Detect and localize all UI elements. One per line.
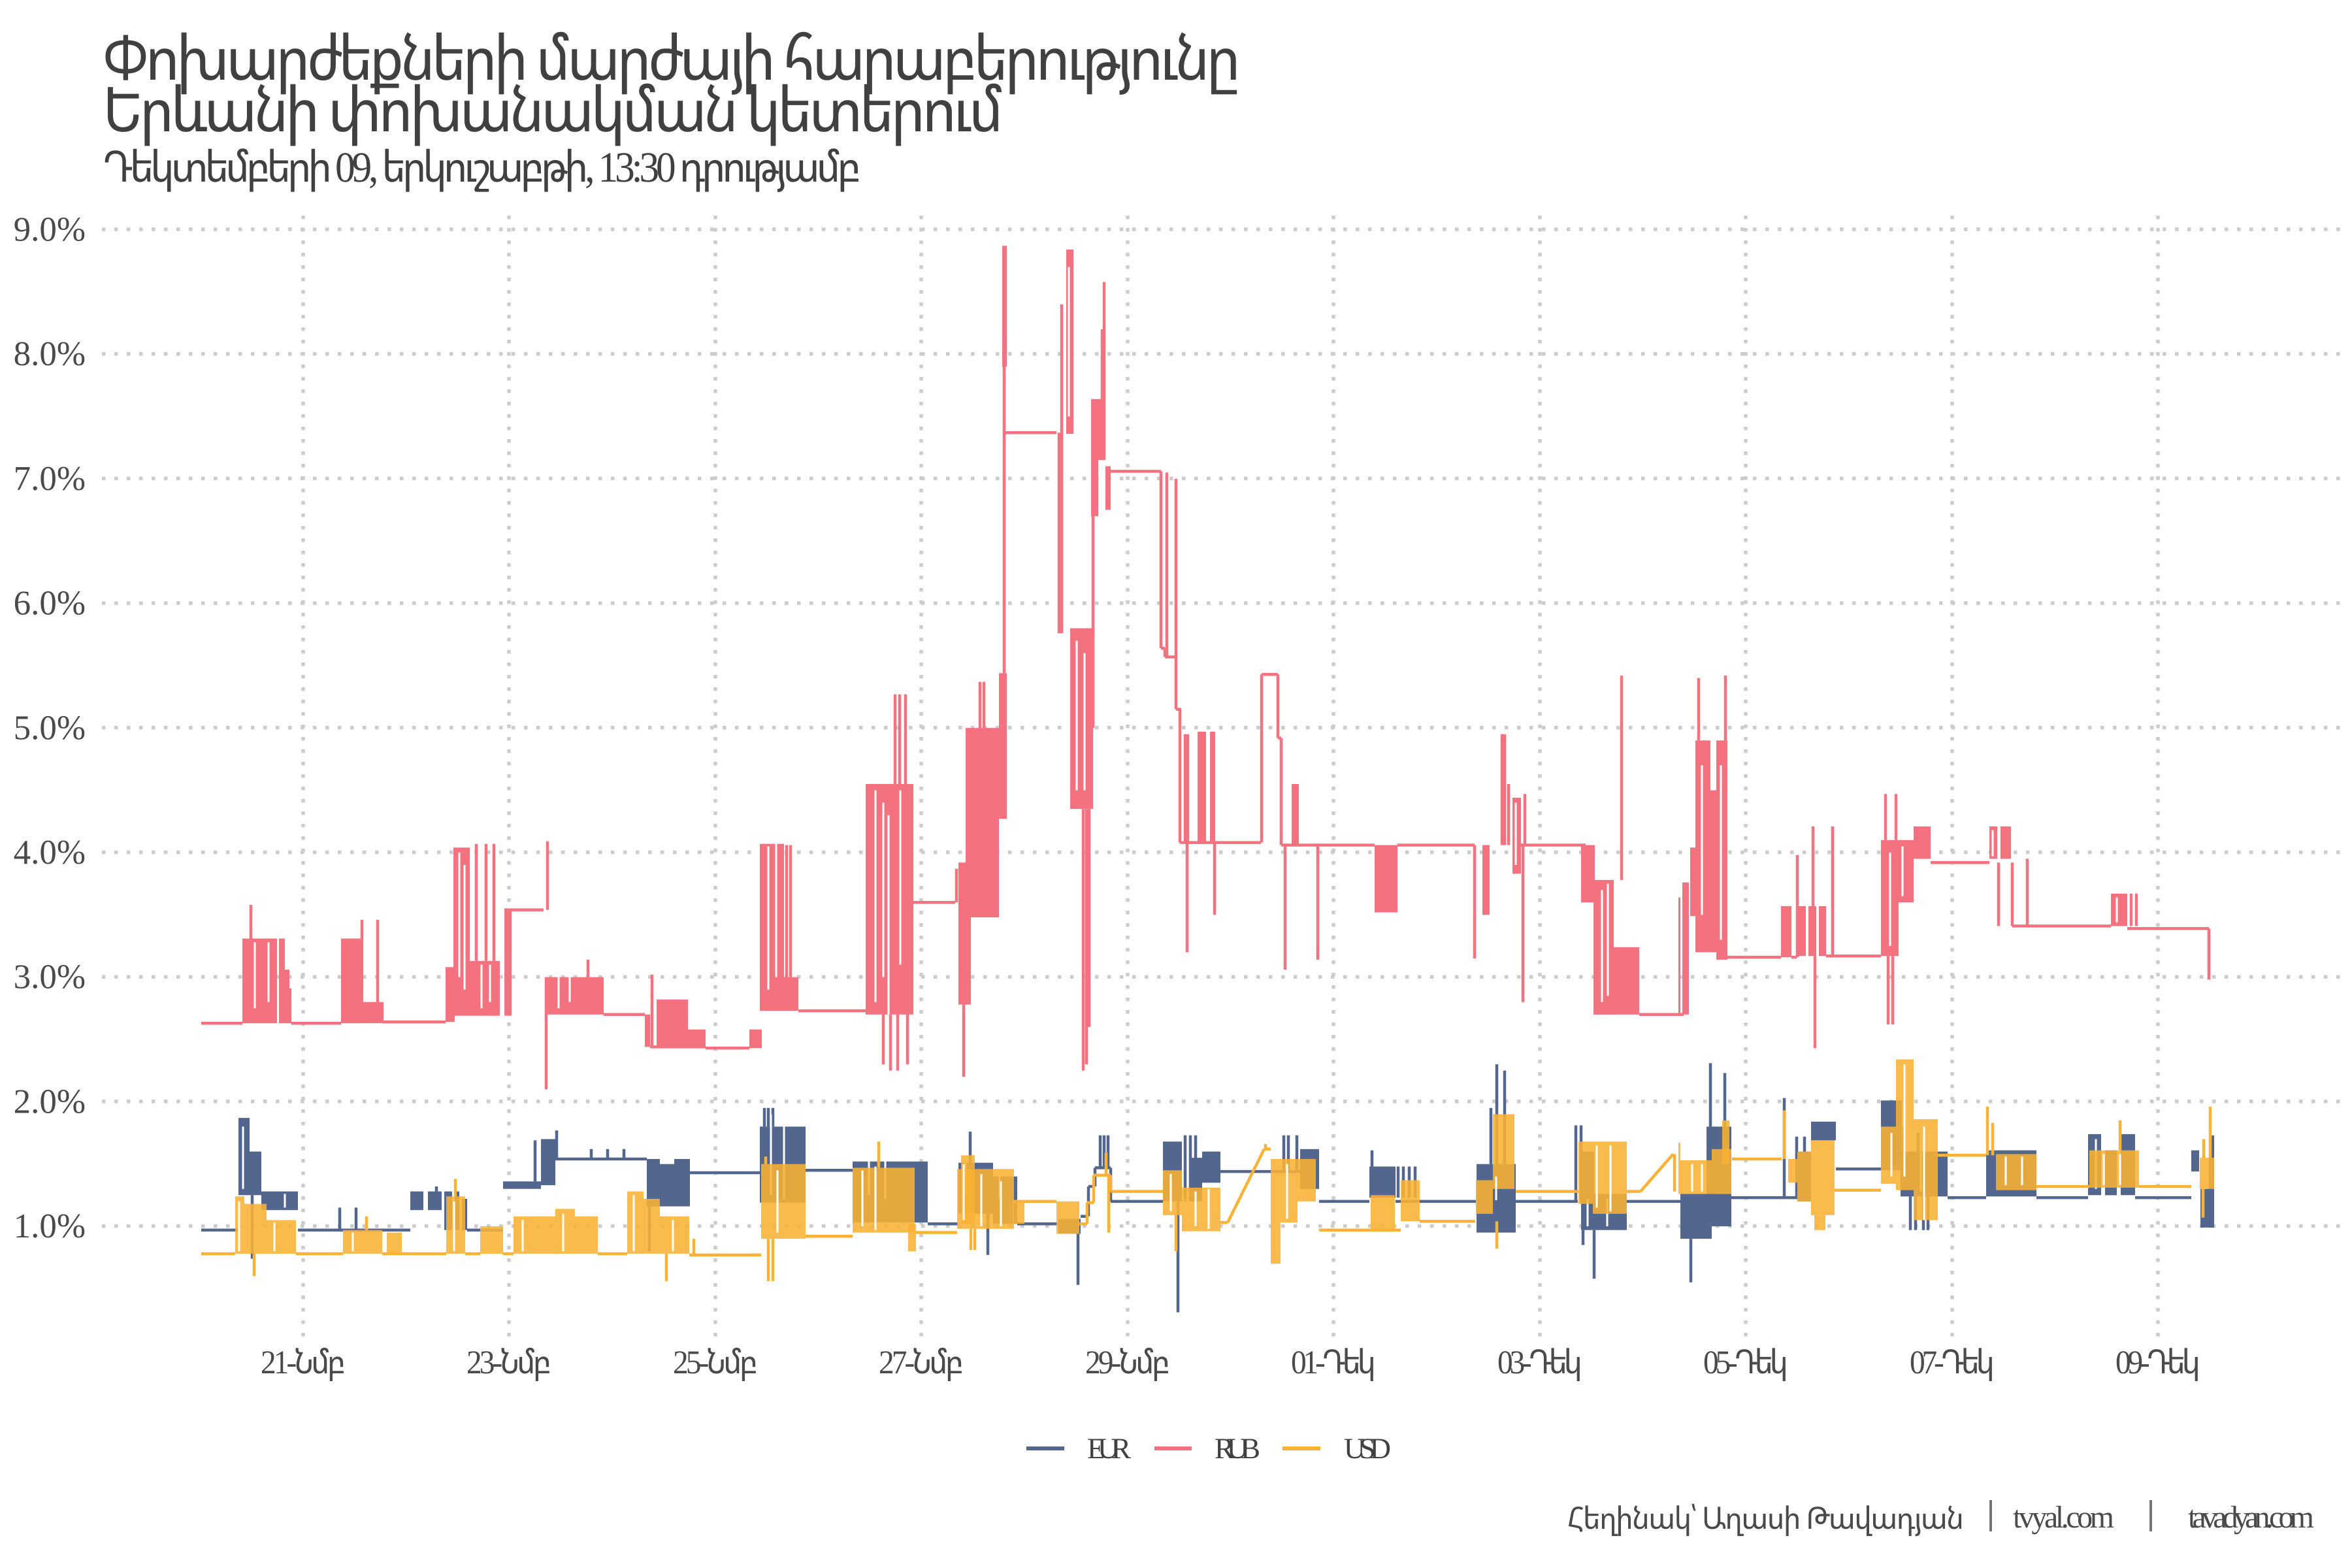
svg-text:4.0%: 4.0%: [14, 834, 86, 872]
svg-text:9.0%: 9.0%: [14, 211, 86, 249]
svg-text:3.0%: 3.0%: [14, 958, 86, 996]
svg-text:2.0%: 2.0%: [14, 1083, 86, 1120]
svg-text:8.0%: 8.0%: [14, 335, 86, 373]
svg-text:6.0%: 6.0%: [14, 585, 86, 623]
svg-text:1.0%: 1.0%: [14, 1207, 86, 1245]
svg-text:7.0%: 7.0%: [14, 460, 86, 498]
svg-text:5.0%: 5.0%: [14, 709, 86, 747]
